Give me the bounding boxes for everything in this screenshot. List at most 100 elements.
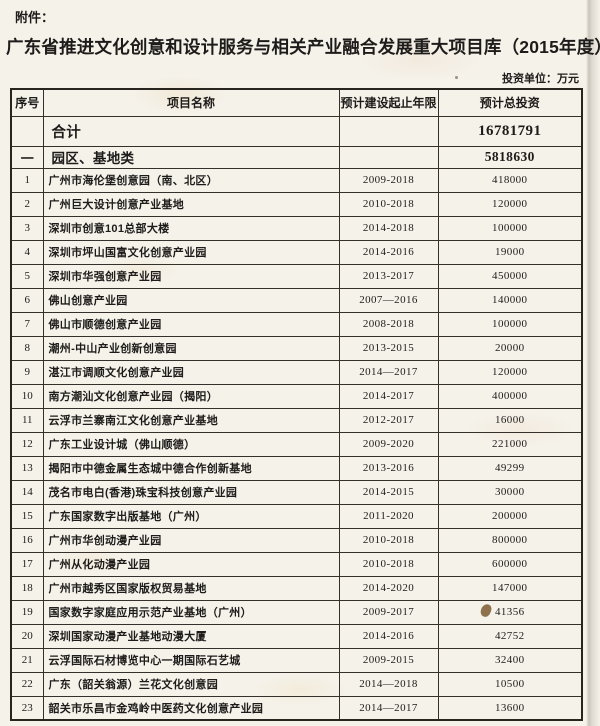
column-header-investment: 预计总投资 <box>437 88 583 117</box>
row-name: 湛江市调顺文化创意产业园 <box>42 359 340 385</box>
row-investment: 418000 <box>437 167 583 193</box>
row-no: 11 <box>10 407 44 433</box>
row-no: 6 <box>10 287 44 313</box>
row-years: 2014-2018 <box>338 215 439 241</box>
project-row: 21 云浮国际石材博览中心一期国际石艺城 2009-2015 32400 <box>10 647 583 673</box>
row-name: 潮州-中山产业创新创意园 <box>42 335 340 361</box>
row-investment: 800000 <box>437 527 583 553</box>
row-years: 2009-2018 <box>338 167 439 193</box>
row-name: 广州市华创动漫产业园 <box>42 527 340 553</box>
column-header-years: 预计建设起止年限 <box>338 88 439 117</box>
row-investment: 221000 <box>437 431 583 457</box>
project-row: 5 深圳市华强创意产业园 2013-2017 450000 <box>10 263 583 289</box>
row-years: 2010-2018 <box>338 527 439 553</box>
investment-unit-note: 投资单位：万元 <box>502 73 579 85</box>
row-years: 2010-2018 <box>338 191 439 217</box>
row-no: 1 <box>10 167 44 193</box>
column-header-name: 项目名称 <box>42 88 340 117</box>
row-no: 4 <box>10 239 44 265</box>
row-years: 2010-2018 <box>338 551 439 577</box>
row-name: 深圳市华强创意产业园 <box>42 263 340 289</box>
row-no: 15 <box>10 503 44 529</box>
row-no: 16 <box>10 527 44 553</box>
row-investment: 100000 <box>437 215 583 241</box>
row-years: 2009-2017 <box>338 599 439 625</box>
project-row: 4 深圳市坪山国富文化创意产业园 2014-2016 19000 <box>10 239 583 265</box>
row-no: 23 <box>10 695 44 721</box>
project-row: 9 湛江市调顺文化创意产业园 2014—2017 120000 <box>10 359 583 385</box>
row-no: 20 <box>10 623 44 649</box>
row-name: 广州市海伦堡创意园（南、北区） <box>42 167 340 193</box>
row-no: 10 <box>10 383 44 409</box>
row-years: 2013-2017 <box>338 263 439 289</box>
row-investment: 42752 <box>437 623 583 649</box>
row-investment: 16000 <box>437 407 583 433</box>
row-name: 广东（韶关翁源）兰花文化创意园 <box>42 671 340 697</box>
total-label: 合计 <box>42 115 340 147</box>
row-no: 7 <box>10 311 44 337</box>
projects-table: 序号 项目名称 预计建设起止年限 预计总投资 合计 16781791 一 园区、… <box>10 88 583 721</box>
row-investment: 120000 <box>437 191 583 217</box>
row-name: 国家数字家庭应用示范产业基地（广州） <box>42 599 340 625</box>
project-row: 8 潮州-中山产业创新创意园 2013-2015 20000 <box>10 335 583 361</box>
row-investment: 200000 <box>437 503 583 529</box>
project-row: 19 国家数字家庭应用示范产业基地（广州） 2009-2017 41356 <box>10 599 583 625</box>
project-row: 23 韶关市乐昌市金鸡岭中医药文化创意产业园 2014—2017 13600 <box>10 695 583 721</box>
row-years: 2011-2020 <box>338 503 439 529</box>
row-no: 8 <box>10 335 44 361</box>
project-row: 2 广州巨大设计创意产业基地 2010-2018 120000 <box>10 191 583 217</box>
row-investment: 49299 <box>437 455 583 481</box>
row-investment: 13600 <box>437 695 583 721</box>
row-investment: 600000 <box>437 551 583 577</box>
row-investment: 30000 <box>437 479 583 505</box>
row-years: 2014-2017 <box>338 383 439 409</box>
row-name: 云浮市兰寨南江文化创意产业基地 <box>42 407 340 433</box>
row-years: 2007—2016 <box>338 287 439 313</box>
row-name: 深圳市坪山国富文化创意产业园 <box>42 239 340 265</box>
row-years: 2014-2020 <box>338 575 439 601</box>
project-row: 12 广东工业设计城（佛山顺德） 2009-2020 221000 <box>10 431 583 457</box>
row-investment: 140000 <box>437 287 583 313</box>
row-investment: 10500 <box>437 671 583 697</box>
row-years: 2014-2015 <box>338 479 439 505</box>
project-row: 15 广东国家数字出版基地（广州） 2011-2020 200000 <box>10 503 583 529</box>
attachment-label: 附件： <box>15 10 55 25</box>
project-row: 7 佛山市顺德创意产业园 2008-2018 100000 <box>10 311 583 337</box>
section-row: 一 园区、基地类 5818630 <box>10 145 583 169</box>
project-row: 3 深圳市创意101总部大楼 2014-2018 100000 <box>10 215 583 241</box>
row-investment: 147000 <box>437 575 583 601</box>
row-no: 17 <box>10 551 44 577</box>
row-name: 广州从化动漫产业园 <box>42 551 340 577</box>
project-row: 16 广州市华创动漫产业园 2010-2018 800000 <box>10 527 583 553</box>
row-years: 2014-2016 <box>338 623 439 649</box>
row-name: 深圳国家动漫产业基地动漫大厦 <box>42 623 340 649</box>
row-name: 深圳市创意101总部大楼 <box>42 215 340 241</box>
section-label: 园区、基地类 <box>42 145 340 169</box>
row-name: 云浮国际石材博览中心一期国际石艺城 <box>42 647 340 673</box>
project-row: 17 广州从化动漫产业园 2010-2018 600000 <box>10 551 583 577</box>
row-no: 14 <box>10 479 44 505</box>
row-investment: 400000 <box>437 383 583 409</box>
total-no <box>10 115 44 147</box>
row-years: 2014-2016 <box>338 239 439 265</box>
project-row: 18 广州市越秀区国家版权贸易基地 2014-2020 147000 <box>10 575 583 601</box>
section-investment: 5818630 <box>437 145 583 169</box>
row-years: 2008-2018 <box>338 311 439 337</box>
row-name: 揭阳市中德金属生态城中德合作创新基地 <box>42 455 340 481</box>
project-row: 13 揭阳市中德金属生态城中德合作创新基地 2013-2016 49299 <box>10 455 583 481</box>
row-name: 广州巨大设计创意产业基地 <box>42 191 340 217</box>
row-name: 佛山创意产业园 <box>42 287 340 313</box>
project-row: 14 茂名市电白(香港)珠宝科技创意产业园 2014-2015 30000 <box>10 479 583 505</box>
row-name: 广东国家数字出版基地（广州） <box>42 503 340 529</box>
row-years: 2012-2017 <box>338 407 439 433</box>
row-no: 18 <box>10 575 44 601</box>
row-years: 2009-2015 <box>338 647 439 673</box>
row-no: 3 <box>10 215 44 241</box>
row-years: 2013-2016 <box>338 455 439 481</box>
total-investment: 16781791 <box>437 115 583 147</box>
row-no: 12 <box>10 431 44 457</box>
row-name: 茂名市电白(香港)珠宝科技创意产业园 <box>42 479 340 505</box>
document-title: 广东省推进文化创意和设计服务与相关产业融合发展重大项目库（2015年度） <box>6 37 600 57</box>
row-name: 南方潮汕文化创意产业园（揭阳） <box>42 383 340 409</box>
